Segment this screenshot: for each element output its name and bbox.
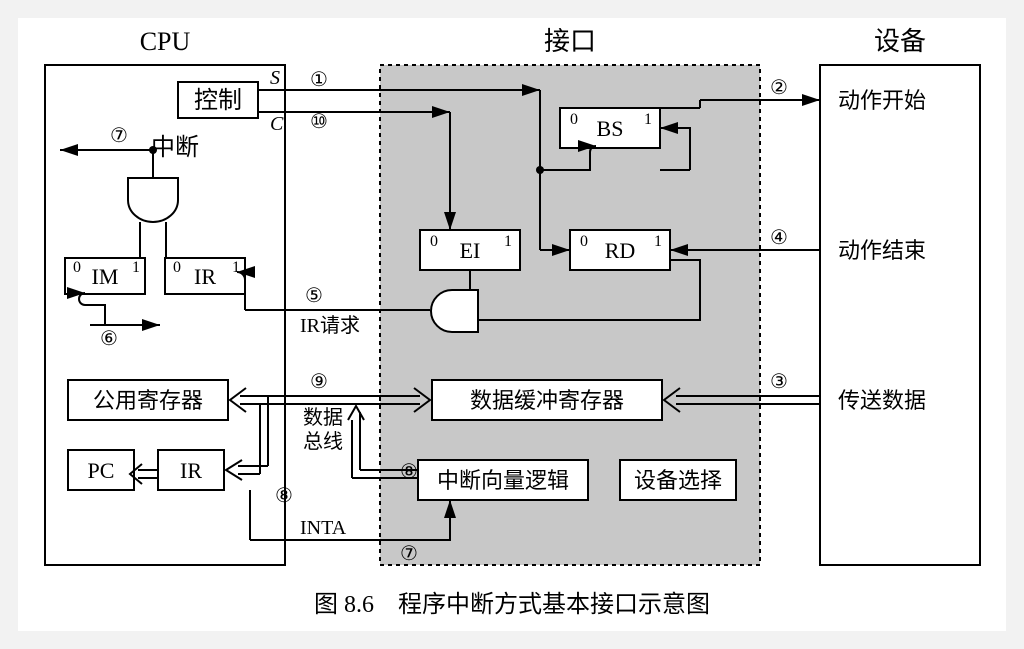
device-start-label: 动作开始 [838,88,926,113]
circled-4: ④ [770,227,788,249]
ir-req-label: IR请求 [300,314,360,337]
bs-label: BS [597,116,624,141]
interrupt-interface-diagram: CPU 接口 设备 控制 S ① C ⑩ 中断 ⑦ 0 IM 1 0 IR 1 … [0,0,1024,649]
circled-2: ② [770,77,788,99]
circled-3: ③ [770,371,788,393]
ei-label: EI [460,238,481,263]
circled-1: ① [310,69,328,91]
im-bit1: 1 [132,259,140,276]
device-data-label: 传送数据 [838,388,926,413]
int-vector-label: 中断向量逻辑 [437,468,569,493]
ei-bit0: 0 [430,233,438,250]
im-bit0: 0 [73,259,81,276]
device-end-label: 动作结束 [838,238,926,263]
data-bus-label-2: 总线 [303,430,343,453]
circled-6: ⑥ [100,328,118,350]
rd-label: RD [605,238,636,263]
figure-caption: 图 8.6 程序中断方式基本接口示意图 [314,591,710,618]
bs-bit0: 0 [570,111,578,128]
inta-label: INTA [300,517,347,539]
signal-s-label: S [270,67,280,89]
im-label: IM [92,264,119,289]
control-label: 控制 [194,87,242,114]
data-bus-label-1: 数据 [303,406,343,429]
device-select-label: 设备选择 [634,468,722,493]
ir-bit1: 1 [232,259,240,276]
interrupt-label: 中断 [151,134,199,161]
circled-8a: ⑧ [275,485,293,507]
cpu-and-gate [128,178,178,222]
rd-bit1: 1 [654,233,662,250]
circled-7b: ⑦ [400,543,418,565]
data-buffer-label: 数据缓冲寄存器 [470,388,624,413]
signal-c-label: C [270,113,284,135]
circled-8b: ⑧ [400,461,418,483]
device-title: 设备 [874,27,926,56]
interface-title: 接口 [544,27,596,56]
bs-bit1: 1 [644,111,652,128]
pc-label: PC [88,458,115,483]
interface-and-gate [431,290,478,332]
circled-7a: ⑦ [110,125,128,147]
cpu-title: CPU [140,27,191,56]
rd-bit0: 0 [580,233,588,250]
public-register-label: 公用寄存器 [93,388,203,413]
ir-bit0: 0 [173,259,181,276]
ei-bit1: 1 [504,233,512,250]
circled-5: ⑤ [305,285,323,307]
ir-label: IR [194,264,216,289]
circled-9: ⑨ [310,371,328,393]
ir2-label: IR [180,458,202,483]
circled-10: ⑩ [310,111,328,133]
